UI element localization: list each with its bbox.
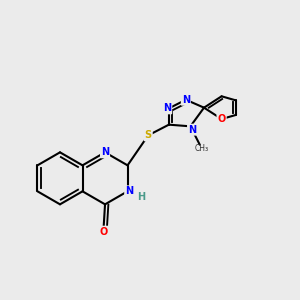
Text: N: N	[182, 95, 190, 105]
Text: N: N	[125, 186, 133, 196]
Text: N: N	[101, 147, 109, 157]
Text: CH₃: CH₃	[194, 144, 208, 153]
Text: N: N	[163, 103, 171, 113]
Text: S: S	[145, 130, 152, 140]
Text: N: N	[188, 125, 196, 135]
Text: O: O	[99, 227, 107, 237]
Text: O: O	[218, 114, 226, 124]
Text: H: H	[137, 192, 146, 202]
